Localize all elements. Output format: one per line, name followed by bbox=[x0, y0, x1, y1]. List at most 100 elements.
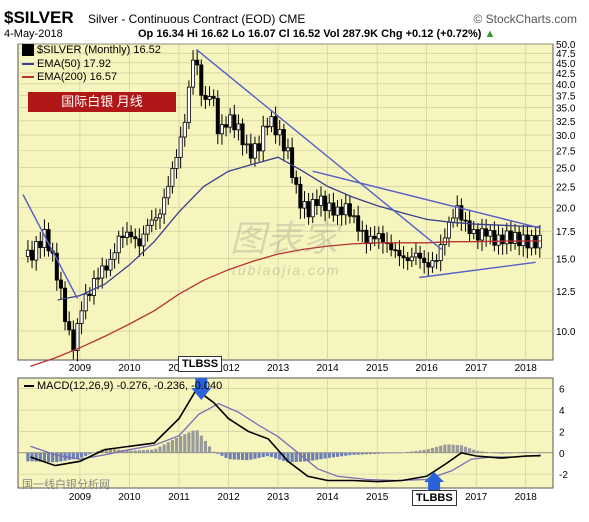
macd-histogram-bar bbox=[480, 451, 484, 453]
macd-histogram-bar bbox=[141, 450, 146, 453]
candle-body bbox=[124, 231, 129, 238]
candle-body bbox=[508, 230, 513, 244]
macd-histogram-bar bbox=[137, 450, 141, 453]
candle-body bbox=[479, 228, 484, 241]
price-y-tick: 25.0 bbox=[556, 164, 576, 175]
candle-body bbox=[277, 129, 282, 136]
macd-histogram-bar bbox=[162, 444, 166, 453]
legend-ema50-text: EMA(50) 17.92 bbox=[37, 58, 111, 70]
chart-date: 4-May-2018 bbox=[4, 28, 63, 40]
candle-body bbox=[34, 241, 39, 261]
macd-histogram-bar bbox=[381, 452, 385, 454]
macd-x-tick: 2011 bbox=[168, 492, 190, 503]
macd-histogram-bar bbox=[505, 452, 509, 454]
price-y-tick: 15.0 bbox=[556, 255, 576, 266]
ema50-line bbox=[57, 156, 541, 301]
candle-body bbox=[211, 96, 216, 99]
macd-line bbox=[30, 388, 541, 483]
macd-histogram-bar bbox=[521, 451, 525, 453]
macd-histogram-bar bbox=[298, 452, 302, 462]
macd-legend: MACD(12,26,9) -0.276, -0.236, -0.040 bbox=[24, 380, 222, 392]
up-arrow-icon bbox=[424, 472, 445, 490]
candle-body bbox=[409, 256, 414, 262]
macd-histogram-bar bbox=[125, 450, 129, 453]
price-x-tick: 2018 bbox=[515, 363, 538, 374]
candle-body bbox=[191, 59, 196, 88]
contract-description: Silver - Continuous Contract (EOD) CME bbox=[88, 12, 306, 26]
candle-body bbox=[446, 221, 451, 239]
macd-histogram-bar bbox=[88, 452, 92, 455]
candle-body bbox=[207, 96, 212, 100]
price-y-tick: 40.0 bbox=[556, 80, 576, 91]
legend-ema50: EMA(50) 17.92 bbox=[22, 58, 111, 70]
candle-body bbox=[405, 257, 410, 262]
legend-ema200-text: EMA(200) 16.57 bbox=[37, 71, 118, 83]
macd-histogram-bar bbox=[108, 448, 113, 453]
candle-body bbox=[38, 241, 43, 248]
candle-body bbox=[252, 143, 257, 159]
macd-histogram-bar bbox=[373, 452, 377, 454]
macd-histogram-bar bbox=[117, 449, 121, 453]
macd-histogram-bar bbox=[38, 452, 42, 462]
candle-body bbox=[372, 235, 377, 240]
macd-histogram-bar bbox=[426, 449, 430, 453]
candle-body bbox=[475, 229, 480, 241]
footer-watermark: 国一线白银分析网 bbox=[22, 479, 110, 491]
macd-histogram-bar bbox=[92, 452, 96, 454]
price-y-tick: 35.0 bbox=[556, 104, 576, 115]
macd-histogram-bar bbox=[455, 444, 459, 453]
macd-histogram-bar bbox=[199, 435, 203, 453]
macd-histogram-bar bbox=[389, 452, 393, 454]
candle-body bbox=[504, 230, 509, 245]
price-y-tick: 27.5 bbox=[556, 147, 576, 158]
candle-body bbox=[335, 206, 340, 216]
candle-body bbox=[67, 321, 72, 331]
macd-x-tick: 2010 bbox=[118, 492, 141, 503]
candle-body bbox=[500, 234, 505, 245]
candle-body bbox=[215, 97, 220, 135]
candle-body bbox=[137, 238, 142, 247]
trendline bbox=[22, 194, 79, 299]
candle-body bbox=[104, 265, 109, 271]
candle-body bbox=[521, 234, 526, 247]
candle-body bbox=[438, 244, 443, 261]
macd-histogram-bar bbox=[311, 452, 315, 461]
candle-body bbox=[389, 242, 394, 251]
candle-body bbox=[141, 233, 146, 247]
candle-body bbox=[228, 114, 233, 128]
macd-histogram-bar bbox=[439, 445, 443, 453]
price-y-tick: 37.5 bbox=[556, 91, 576, 102]
macd-x-tick: 2015 bbox=[366, 492, 389, 503]
price-y-tick: 42.5 bbox=[556, 69, 576, 80]
macd-histogram-bar bbox=[430, 447, 435, 453]
candle-body bbox=[153, 217, 158, 221]
candle-body bbox=[290, 147, 295, 178]
macd-histogram-bar bbox=[195, 430, 199, 453]
trendline bbox=[419, 261, 536, 279]
macd-histogram-bar bbox=[216, 452, 220, 454]
macd-histogram-bar bbox=[476, 450, 480, 453]
candle-body bbox=[30, 249, 35, 261]
macd-y-tick: -2 bbox=[559, 470, 568, 481]
candle-body bbox=[269, 116, 274, 128]
price-x-tick: 2009 bbox=[69, 363, 92, 374]
candle-body bbox=[451, 217, 456, 223]
candle-body bbox=[203, 94, 208, 100]
candle-body bbox=[58, 279, 63, 289]
candle-body bbox=[219, 124, 224, 135]
candle-body bbox=[133, 236, 138, 240]
macd-histogram-bar bbox=[315, 452, 319, 460]
stockcharts-brand: © StockCharts.com bbox=[473, 12, 577, 26]
macd-histogram-bar bbox=[360, 452, 364, 455]
macd-histogram-bar bbox=[488, 452, 492, 453]
candle-body bbox=[96, 277, 101, 280]
price-x-tick: 2017 bbox=[465, 363, 488, 374]
candle-body bbox=[364, 229, 369, 245]
macd-histogram-bar bbox=[513, 452, 517, 454]
macd-histogram-bar bbox=[212, 451, 216, 453]
macd-histogram-bar bbox=[203, 441, 208, 453]
macd-x-tick: 2018 bbox=[515, 492, 538, 503]
candle-body bbox=[529, 235, 534, 249]
price-x-tick: 2010 bbox=[118, 363, 141, 374]
